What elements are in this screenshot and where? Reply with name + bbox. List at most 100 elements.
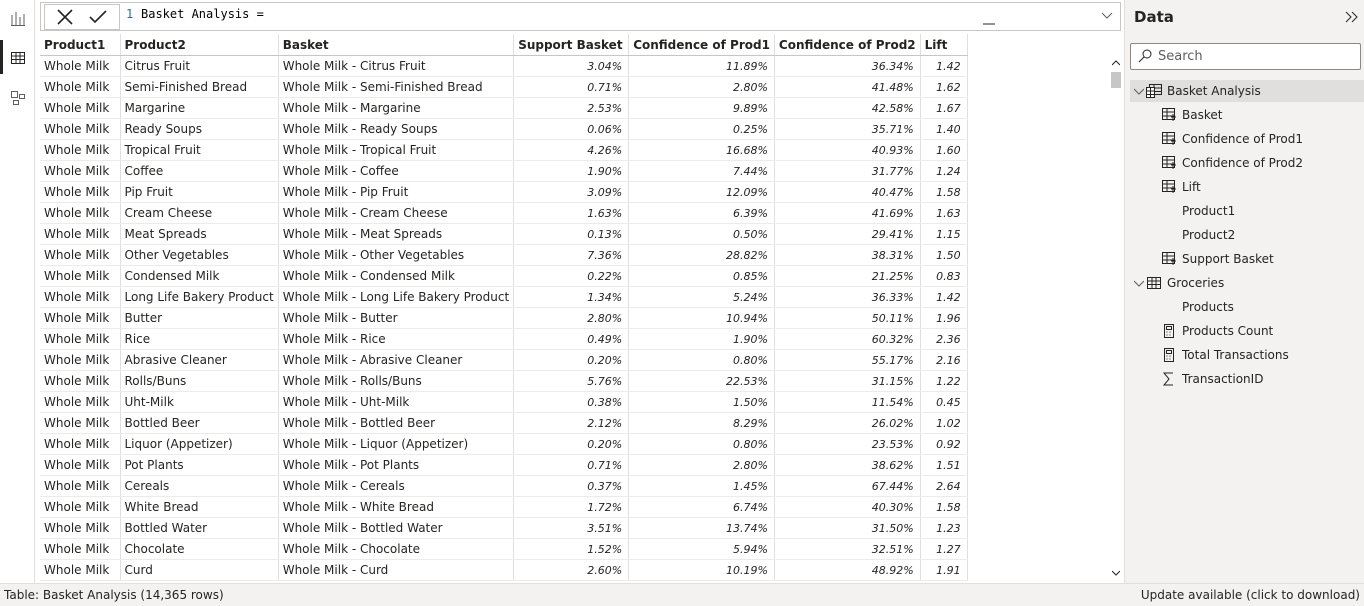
table-cell: 5.24% xyxy=(628,286,775,308)
update-notice[interactable]: Update available (click to download) xyxy=(1140,588,1360,602)
expand-formula[interactable] xyxy=(1101,11,1113,21)
field-node[interactable]: Confidence of Prod1 xyxy=(1130,128,1364,150)
table-cell: Whole Milk xyxy=(40,454,121,476)
table-cell: Whole Milk xyxy=(40,55,121,77)
table-cell: 10.19% xyxy=(628,559,775,581)
table-cell: 22.53% xyxy=(628,370,775,392)
table-row: Whole Milk Long Life Bakery Product Whole … xyxy=(40,286,968,308)
table-cell: Whole Milk xyxy=(40,538,121,560)
table-cell: Whole Milk xyxy=(40,328,121,350)
search-box[interactable]: Search xyxy=(1130,43,1361,70)
field-node[interactable]: Basket xyxy=(1130,104,1364,126)
table-cell: 1.62 xyxy=(920,76,968,98)
column-header[interactable]: Confidence of Prod1 xyxy=(628,34,775,56)
formula-bar[interactable] xyxy=(40,2,1121,31)
table-row: Whole Milk Ready Soups Whole Milk - Ready … xyxy=(40,118,968,140)
table-cell: Citrus Fruit xyxy=(120,55,279,77)
table-cell: Whole Milk - Semi-Finished Bread xyxy=(278,76,515,98)
report-view-icon[interactable] xyxy=(10,10,26,26)
table-cell: 1.91 xyxy=(920,559,968,581)
table-cell: Whole Milk xyxy=(40,391,121,413)
field-node[interactable]: Products xyxy=(1130,296,1364,318)
table-cell: 7.44% xyxy=(628,160,775,182)
table-cell: Whole Milk xyxy=(40,160,121,182)
table-cell: Whole Milk xyxy=(40,265,121,287)
table-row: Whole Milk Chocolate Whole Milk - Chocolat… xyxy=(40,538,968,560)
table-cell: 1.34% xyxy=(513,286,630,308)
formula-buttons xyxy=(44,4,120,30)
column-header[interactable]: Basket xyxy=(278,34,515,56)
table-cell: 41.69% xyxy=(774,202,921,224)
field-node[interactable]: Total Transactions xyxy=(1130,344,1364,366)
table-cell: 9.89% xyxy=(628,97,775,119)
cursor-mark xyxy=(983,23,995,25)
field-name: Lift xyxy=(1182,180,1201,194)
field-name: Confidence of Prod1 xyxy=(1182,132,1303,146)
table-cell: Whole Milk xyxy=(40,559,121,581)
table-cell: Whole Milk xyxy=(40,202,121,224)
table-cell: 21.25% xyxy=(774,265,921,287)
table-cell: 1.22 xyxy=(920,370,968,392)
table-cell: Pot Plants xyxy=(120,454,279,476)
table-cell: 5.94% xyxy=(628,538,775,560)
search-icon xyxy=(1138,49,1152,63)
table-node[interactable]: Basket Analysis xyxy=(1130,80,1364,102)
field-node[interactable]: Product1 xyxy=(1130,200,1364,222)
column-header[interactable]: Confidence of Prod2 xyxy=(774,34,921,56)
table-cell: 13.74% xyxy=(628,517,775,539)
field-node[interactable]: TransactionID xyxy=(1130,368,1364,390)
table-cell: Whole Milk - Cream Cheese xyxy=(278,202,515,224)
table-cell: 36.33% xyxy=(774,286,921,308)
field-node[interactable]: Product2 xyxy=(1130,224,1364,246)
column-header[interactable]: Product2 xyxy=(120,34,279,56)
formula-text[interactable]: Basket Analysis = xyxy=(141,7,264,21)
table-cell: 38.31% xyxy=(774,244,921,266)
column-header[interactable]: Lift xyxy=(920,34,968,56)
table-cell: Whole Milk xyxy=(40,181,121,203)
table-cell: Semi-Finished Bread xyxy=(120,76,279,98)
table-cell: Bottled Beer xyxy=(120,412,279,434)
table-row: Whole Milk Uht-Milk Whole Milk - Uht-Milk 0… xyxy=(40,391,968,413)
table-node[interactable]: Groceries xyxy=(1130,272,1364,294)
table-cell: 0.13% xyxy=(513,223,630,245)
commit-button[interactable] xyxy=(89,9,107,25)
table-row: Whole Milk Tropical Fruit Whole Milk - Tro… xyxy=(40,139,968,161)
table-cell: 3.51% xyxy=(513,517,630,539)
table-cell: 10.94% xyxy=(628,307,775,329)
model-view-icon[interactable] xyxy=(10,90,26,106)
scroll-down[interactable] xyxy=(1112,570,1120,576)
table-cell: 32.51% xyxy=(774,538,921,560)
table-cell: Whole Milk - Ready Soups xyxy=(278,118,515,140)
table-cell: Whole Milk - Condensed Milk xyxy=(278,265,515,287)
table-cell: 11.54% xyxy=(774,391,921,413)
table-cell: 23.53% xyxy=(774,433,921,455)
table-cell: Rice xyxy=(120,328,279,350)
field-node[interactable]: Support Basket xyxy=(1130,248,1364,270)
column-header[interactable]: Support Basket xyxy=(513,34,630,56)
field-node[interactable]: Confidence of Prod2 xyxy=(1130,152,1364,174)
scroll-thumb[interactable] xyxy=(1111,72,1121,88)
scroll-up[interactable] xyxy=(1112,60,1120,66)
scrollbar[interactable] xyxy=(1110,56,1122,582)
field-node[interactable]: Lift xyxy=(1130,176,1364,198)
column-header[interactable]: Product1 xyxy=(40,34,121,56)
cancel-button[interactable] xyxy=(57,9,73,25)
table-cell: White Bread xyxy=(120,496,279,518)
table-cell: Bottled Water xyxy=(120,517,279,539)
table-cell: 1.90% xyxy=(628,328,775,350)
table-cell: 0.38% xyxy=(513,391,630,413)
collapse-pane[interactable] xyxy=(1345,11,1359,23)
table-cell: 1.51 xyxy=(920,454,968,476)
table-cell: 1.50% xyxy=(628,391,775,413)
table-cell: 41.48% xyxy=(774,76,921,98)
table-cell: Whole Milk xyxy=(40,286,121,308)
table-cell: Whole Milk xyxy=(40,223,121,245)
table-cell: Whole Milk xyxy=(40,349,121,371)
table-row: Whole Milk Coffee Whole Milk - Coffee 1.90%… xyxy=(40,160,968,182)
table-cell: Whole Milk - Uht-Milk xyxy=(278,391,515,413)
table-view-icon[interactable] xyxy=(10,50,26,66)
field-node[interactable]: Products Count xyxy=(1130,320,1364,342)
table-cell: Cream Cheese xyxy=(120,202,279,224)
table-cell: Whole Milk xyxy=(40,412,121,434)
